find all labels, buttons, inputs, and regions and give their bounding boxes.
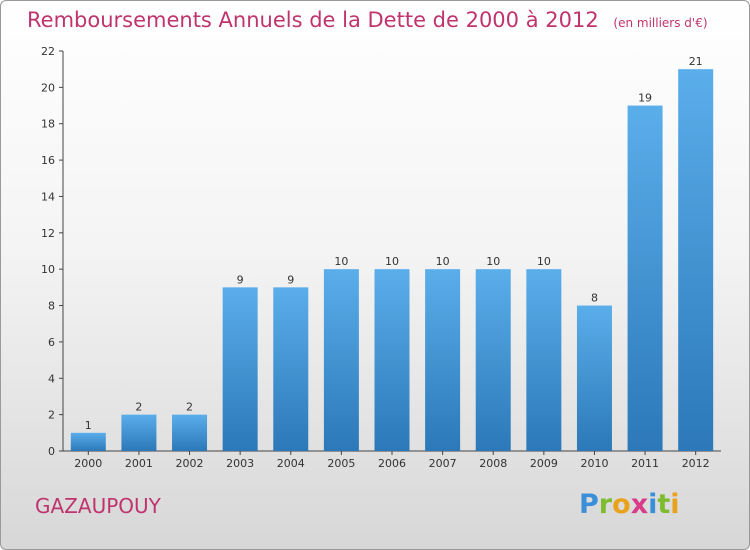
bar: [627, 105, 663, 451]
logo-letter: t: [657, 489, 671, 520]
bar-value-label: 9: [237, 273, 244, 286]
proxiti-logo: Proxiti: [579, 489, 680, 520]
bar-value-label: 10: [486, 255, 500, 268]
x-tick-label: 2005: [327, 457, 355, 470]
x-tick-label: 2010: [580, 457, 608, 470]
bar: [475, 269, 511, 451]
x-tick-label: 2000: [74, 457, 102, 470]
bar: [121, 414, 157, 451]
y-tick-label: 22: [41, 45, 55, 58]
x-tick-label: 2012: [682, 457, 710, 470]
y-tick-label: 18: [41, 118, 55, 131]
bar-value-label: 21: [689, 55, 703, 68]
bar-value-label: 9: [287, 273, 294, 286]
bar-value-label: 2: [186, 401, 193, 414]
logo-letter: P: [579, 489, 599, 520]
bar-value-label: 10: [537, 255, 551, 268]
y-tick-label: 4: [48, 372, 55, 385]
commune-name: GAZAUPOUY: [35, 494, 161, 518]
logo-letter: i: [670, 489, 680, 520]
bar-value-label: 10: [436, 255, 450, 268]
y-tick-label: 16: [41, 154, 55, 167]
x-tick-label: 2004: [277, 457, 305, 470]
x-tick-label: 2009: [530, 457, 558, 470]
x-tick-label: 2001: [125, 457, 153, 470]
bar: [526, 269, 562, 451]
x-tick-label: 2011: [631, 457, 659, 470]
bar: [425, 269, 461, 451]
bar: [323, 269, 359, 451]
bar: [678, 69, 714, 451]
bar: [273, 287, 309, 451]
y-tick-label: 0: [48, 445, 55, 458]
x-tick-label: 2003: [226, 457, 254, 470]
bar-value-label: 19: [638, 92, 652, 105]
bar-value-label: 2: [135, 401, 142, 414]
x-tick-label: 2007: [429, 457, 457, 470]
y-tick-label: 6: [48, 336, 55, 349]
bar: [172, 414, 208, 451]
bar-value-label: 10: [385, 255, 399, 268]
y-tick-label: 10: [41, 263, 55, 276]
chart-title-text: Remboursements Annuels de la Dette de 20…: [27, 8, 599, 32]
x-tick-label: 2002: [176, 457, 204, 470]
x-tick-label: 2008: [479, 457, 507, 470]
bar: [374, 269, 410, 451]
logo-letter: x: [630, 489, 649, 520]
bar-value-label: 1: [85, 419, 92, 432]
y-tick-label: 2: [48, 409, 55, 422]
bar: [222, 287, 258, 451]
bar: [576, 305, 612, 451]
y-tick-label: 12: [41, 227, 55, 240]
chart-title: Remboursements Annuels de la Dette de 20…: [27, 8, 708, 32]
logo-letter: o: [612, 489, 631, 520]
bar-value-label: 8: [591, 292, 598, 305]
chart-unit: (en milliers d'€): [613, 16, 708, 30]
bar-value-label: 10: [334, 255, 348, 268]
logo-letter: i: [648, 489, 658, 520]
logo-letter: r: [598, 489, 613, 520]
y-tick-label: 14: [41, 190, 55, 203]
y-tick-label: 8: [48, 300, 55, 313]
y-tick-label: 20: [41, 81, 55, 94]
x-tick-label: 2006: [378, 457, 406, 470]
bar: [70, 432, 106, 451]
